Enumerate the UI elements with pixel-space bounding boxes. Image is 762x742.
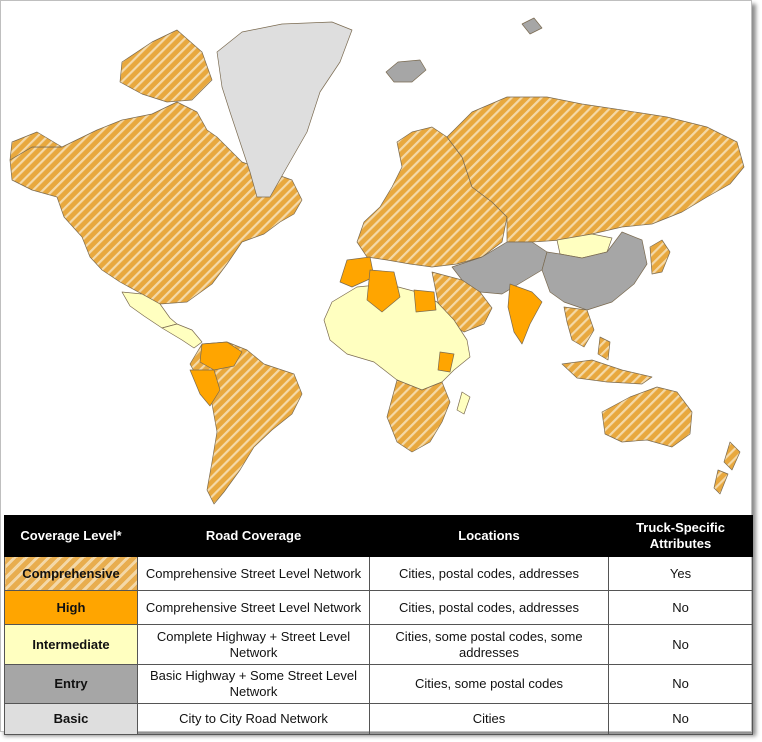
legend-row-high: High Comprehensive Street Level Network … (4, 590, 753, 625)
locations-cell: Cities (369, 703, 609, 735)
header-road-coverage: Road Coverage (137, 515, 370, 557)
region-china (541, 231, 648, 311)
region-peru (189, 369, 221, 407)
coverage-legend-table: Coverage Level* Road Coverage Locations … (4, 515, 753, 735)
region-new-zealand (723, 441, 741, 471)
truck-attributes-cell: Yes (608, 556, 753, 591)
locations-cell: Cities, postal codes, addresses (369, 590, 609, 625)
legend-row-basic: Basic City to City Road Network Cities N… (4, 703, 753, 735)
region-australia (601, 386, 693, 448)
region-india (507, 283, 543, 345)
region-madagascar (456, 391, 471, 415)
header-locations: Locations (369, 515, 609, 557)
region-philippines (597, 336, 611, 361)
header-coverage-level: Coverage Level* (4, 515, 138, 557)
road-coverage-cell: Comprehensive Street Level Network (137, 556, 370, 591)
header-truck-attributes: Truck-Specific Attributes (608, 515, 753, 557)
region-morocco (339, 256, 375, 288)
region-kenya (437, 351, 455, 373)
road-coverage-cell: Comprehensive Street Level Network (137, 590, 370, 625)
region-egypt (413, 289, 437, 313)
level-swatch-high: High (4, 590, 138, 625)
region-greenland (216, 21, 353, 198)
world-coverage-map (9, 17, 745, 505)
level-swatch-intermediate: Intermediate (4, 624, 138, 665)
road-coverage-cell: Complete Highway + Street Level Network (137, 624, 370, 665)
region-south-america (189, 341, 303, 505)
region-russia (446, 96, 745, 243)
region-new-zealand-south (713, 469, 729, 495)
locations-cell: Cities, some postal codes, some addresse… (369, 624, 609, 665)
region-southeast-asia (563, 306, 595, 348)
region-southern-africa (386, 379, 451, 453)
figure-frame: Coverage Level* Road Coverage Locations … (0, 0, 753, 735)
region-canada-usa (9, 101, 303, 305)
region-algeria (366, 269, 401, 313)
level-swatch-basic: Basic (4, 703, 138, 735)
truck-attributes-cell: No (608, 624, 753, 665)
region-alaska (9, 131, 63, 161)
truck-attributes-cell: No (608, 590, 753, 625)
legend-row-intermediate: Intermediate Complete Highway + Street L… (4, 624, 753, 665)
region-indonesia (561, 359, 653, 385)
region-svalbard (521, 17, 543, 35)
region-central-america (161, 323, 203, 349)
road-coverage-cell: City to City Road Network (137, 703, 370, 735)
region-arctic-islands (119, 29, 213, 103)
region-venezuela-colombia (199, 341, 243, 371)
region-iceland (385, 59, 427, 83)
legend-header-row: Coverage Level* Road Coverage Locations … (4, 515, 753, 557)
level-swatch-entry: Entry (4, 664, 138, 704)
locations-cell: Cities, some postal codes (369, 664, 609, 704)
locations-cell: Cities, postal codes, addresses (369, 556, 609, 591)
legend-row-entry: Entry Basic Highway + Some Street Level … (4, 664, 753, 704)
road-coverage-cell: Basic Highway + Some Street Level Networ… (137, 664, 370, 704)
level-swatch-comprehensive: Comprehensive (4, 556, 138, 591)
truck-attributes-cell: No (608, 703, 753, 735)
truck-attributes-cell: No (608, 664, 753, 704)
legend-row-comprehensive: Comprehensive Comprehensive Street Level… (4, 556, 753, 591)
region-japan (649, 239, 671, 275)
